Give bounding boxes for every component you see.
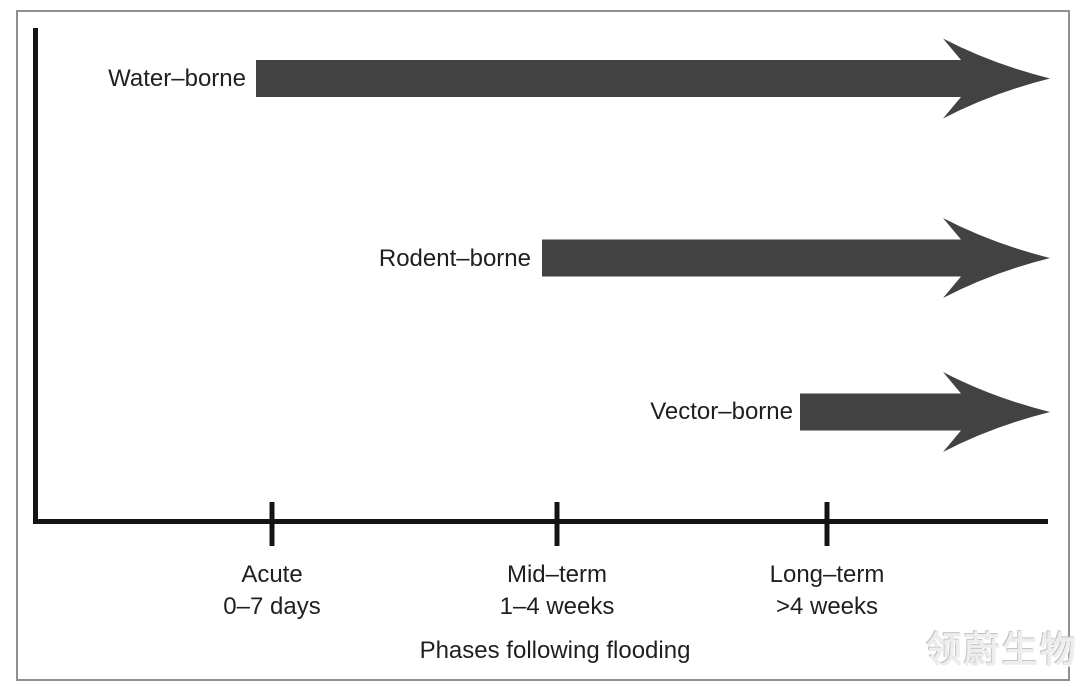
x-axis-line [33,519,1048,524]
series-label-rodent-borne: Rodent–borne [378,245,531,272]
phase-duration: >4 weeks [775,593,879,620]
phase-name: Long–term [769,561,885,588]
series-label-water-borne: Water–borne [108,65,246,92]
vector-borne-arrow [800,372,1050,452]
phase-duration: 0–7 days [223,593,321,620]
phase-label-mid-term: Mid–term 1–4 weeks [500,559,615,623]
watermark: 领蔚生物 [926,629,1079,670]
series-label-vector-borne: Vector–borne [650,398,793,425]
water-borne-arrow [256,38,1050,119]
y-axis-line [33,28,38,524]
phase-name: Mid–term [506,561,608,588]
phase-duration: 1–4 weeks [499,593,615,620]
tick-long-term [824,502,830,546]
phase-name: Acute [241,561,303,588]
tick-acute [269,502,275,546]
phase-label-long-term: Long–term >4 weeks [770,559,885,623]
tick-mid-term [554,502,560,546]
rodent-borne-arrow [542,218,1050,298]
phase-label-acute: Acute 0–7 days [223,559,320,623]
figure-frame [16,10,1070,681]
x-axis-title: Phases following flooding [419,637,691,664]
